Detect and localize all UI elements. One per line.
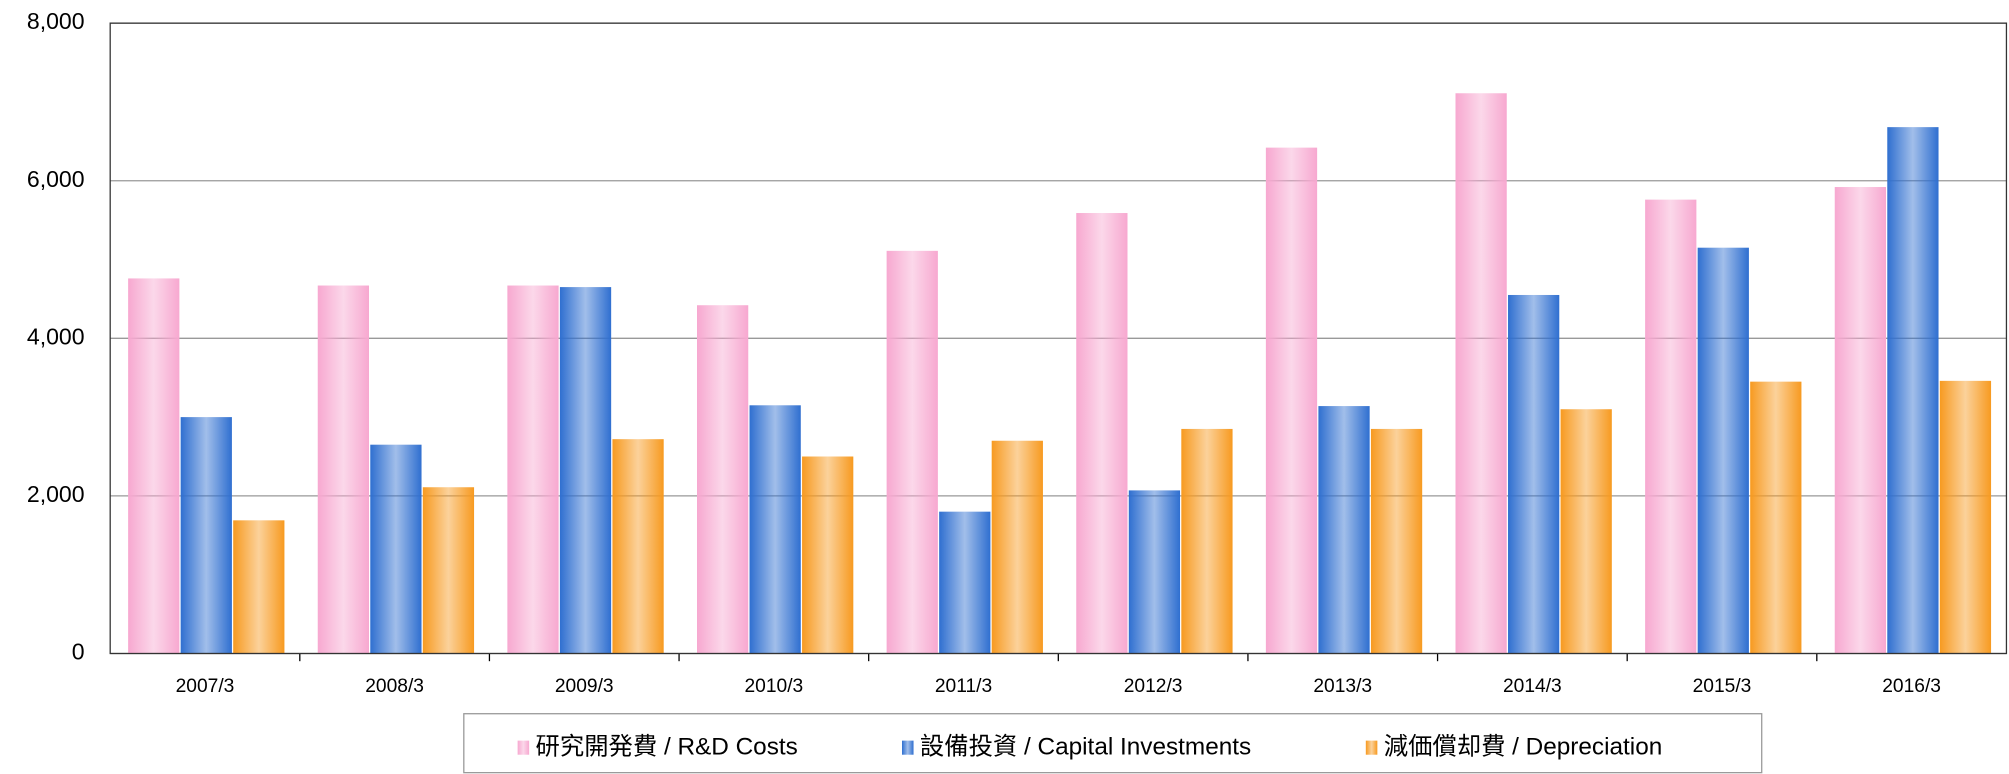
bar (991, 440, 1043, 654)
legend-swatch (517, 740, 530, 755)
legend-label: 研究開発費 / R&D Costs (536, 734, 798, 761)
x-tick-label: 2008/3 (365, 676, 424, 697)
bar (180, 417, 232, 654)
x-tick-label: 2011/3 (935, 676, 992, 697)
legend-label: 減価償却費 / Depreciation (1384, 734, 1663, 761)
bar (1181, 428, 1233, 654)
bar (612, 439, 664, 654)
x-tick-label: 2016/3 (1882, 676, 1941, 697)
y-tick-label: 0 (72, 639, 85, 665)
bar (233, 520, 285, 654)
legend-box (463, 713, 1763, 774)
bar (939, 511, 991, 654)
x-tick-label: 2014/3 (1503, 676, 1562, 697)
x-tick-label: 2009/3 (555, 676, 614, 697)
bar (1318, 406, 1370, 654)
bar (1697, 247, 1749, 654)
x-tick-label: 2012/3 (1124, 676, 1183, 697)
legend-label: 設備投資 / Capital Investments (920, 734, 1251, 761)
plot-frame (109, 22, 2008, 655)
bar (886, 250, 938, 654)
legend-swatch (1365, 740, 1378, 755)
bar (317, 285, 369, 654)
bar (1750, 381, 1802, 654)
bar (1455, 93, 1507, 654)
bar (1645, 199, 1697, 654)
legend-swatch (902, 740, 914, 755)
y-tick-label: 4,000 (27, 323, 85, 349)
y-tick-label: 6,000 (27, 166, 85, 192)
bar (1560, 409, 1612, 654)
y-tick-label: 8,000 (27, 8, 85, 34)
bar (559, 287, 612, 654)
x-tick-label: 2013/3 (1313, 676, 1372, 697)
bar (128, 278, 180, 654)
bar (1834, 187, 1886, 654)
bar (1939, 380, 1992, 654)
bar (802, 456, 854, 654)
x-tick-label: 2015/3 (1693, 676, 1752, 697)
y-tick-label: 2,000 (27, 481, 85, 507)
bar (749, 405, 801, 654)
bar (1370, 428, 1423, 654)
bar (1128, 490, 1181, 654)
bar (697, 305, 749, 654)
x-tick-label: 2007/3 (176, 676, 235, 697)
bar (1076, 213, 1128, 654)
bar (1508, 294, 1560, 654)
bar (370, 444, 422, 654)
bar (1265, 147, 1318, 654)
bar (507, 285, 559, 654)
bar (1887, 127, 1939, 654)
x-tick-label: 2010/3 (744, 676, 803, 697)
bar (422, 487, 475, 654)
